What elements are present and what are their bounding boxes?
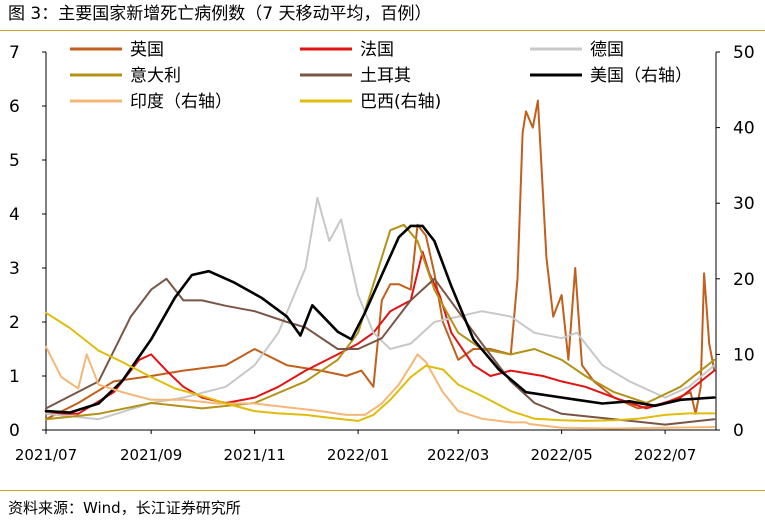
- series-layer: [44, 99, 716, 430]
- series-line-7: [45, 311, 716, 422]
- right-tick-label: 30: [733, 194, 755, 214]
- series-line-1: [45, 250, 716, 415]
- legend-label: 巴西(右轴): [360, 92, 441, 112]
- right-tick-label: 20: [733, 270, 755, 290]
- x-tick-label: 2022/03: [427, 446, 489, 464]
- series-line-2: [45, 196, 716, 421]
- left-tick-label: 7: [9, 43, 20, 63]
- series-line-6: [45, 345, 716, 430]
- x-tick-label: 2021/07: [15, 446, 77, 464]
- x-tick-label: 2022/07: [634, 446, 696, 464]
- left-tick-label: 0: [9, 421, 20, 441]
- series-line-4: [45, 277, 716, 426]
- left-tick-label: 2: [9, 313, 20, 333]
- x-tick-label: 2022/01: [327, 446, 389, 464]
- legend-label: 美国（右轴）: [590, 66, 692, 86]
- x-tick-label: 2021/09: [120, 446, 182, 464]
- legend-label: 意大利: [130, 66, 181, 86]
- series-line-5: [44, 224, 716, 414]
- left-tick-label: 1: [9, 367, 20, 387]
- figure-source: 资料来源：Wind，长江证券研究所: [8, 499, 241, 517]
- right-tick-label: 10: [733, 345, 755, 365]
- legend-label: 德国: [590, 40, 624, 60]
- legend-label: 英国: [130, 40, 164, 60]
- right-tick-label: 50: [733, 43, 755, 63]
- series-line-0: [45, 99, 716, 421]
- x-tick-label: 2021/11: [223, 446, 285, 464]
- right-tick-label: 40: [733, 119, 755, 139]
- bottom-rule: [0, 490, 765, 491]
- left-tick-label: 5: [9, 151, 20, 171]
- figure-title: 图 3：主要国家新增死亡病例数（7 天移动平均，百例）: [8, 4, 432, 24]
- right-tick-label: 0: [733, 421, 744, 441]
- left-tick-label: 3: [9, 259, 20, 279]
- legend-label: 法国: [360, 40, 394, 60]
- top-rule: [0, 30, 765, 31]
- legend-label: 印度（右轴）: [130, 92, 232, 112]
- legend-label: 土耳其: [360, 66, 411, 86]
- x-tick-label: 2022/05: [530, 446, 592, 464]
- plot-frame: [45, 52, 717, 431]
- left-tick-label: 4: [9, 205, 20, 225]
- left-tick-label: 6: [9, 97, 20, 117]
- axes: 0 1 2 3 4 5 6 7 0 10 20 30 40 50 2021/07 2021/09 2021/11…: [9, 43, 755, 464]
- series-line-3: [45, 223, 716, 421]
